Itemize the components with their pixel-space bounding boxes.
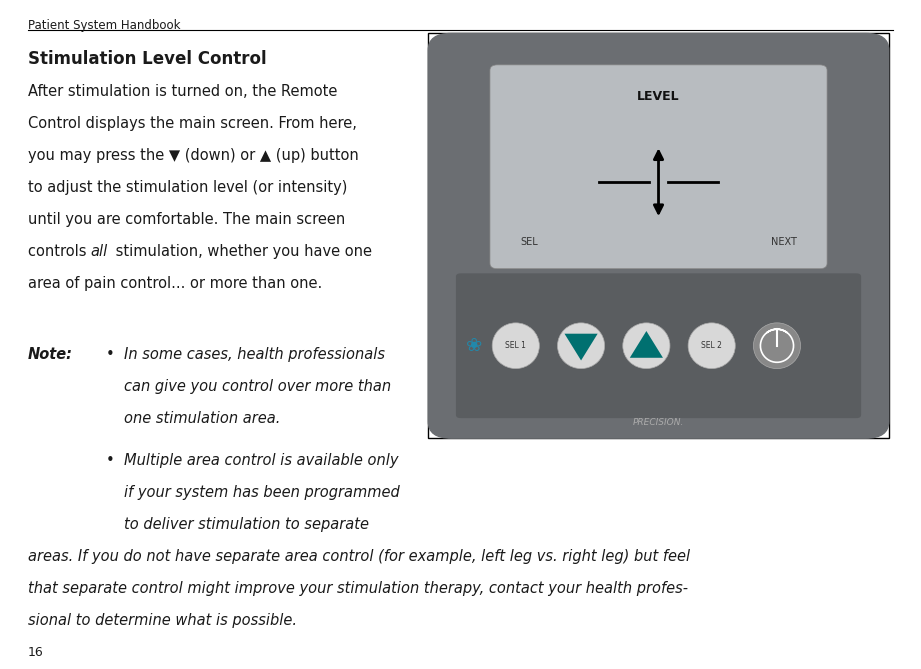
Polygon shape bbox=[630, 331, 663, 358]
Text: Note:: Note: bbox=[28, 347, 73, 362]
Ellipse shape bbox=[623, 323, 670, 369]
Text: SEL 2: SEL 2 bbox=[701, 341, 722, 351]
FancyBboxPatch shape bbox=[428, 33, 889, 438]
Bar bbox=[428, 33, 889, 438]
Text: stimulation, whether you have one: stimulation, whether you have one bbox=[111, 244, 371, 259]
FancyBboxPatch shape bbox=[490, 65, 827, 269]
Text: you may press the ▼ (down) or ▲ (up) button: you may press the ▼ (down) or ▲ (up) but… bbox=[28, 148, 358, 163]
Text: can give you control over more than: can give you control over more than bbox=[124, 379, 391, 394]
Text: After stimulation is turned on, the Remote: After stimulation is turned on, the Remo… bbox=[28, 84, 337, 98]
Text: to deliver stimulation to separate: to deliver stimulation to separate bbox=[124, 517, 369, 532]
Text: Multiple area control is available only: Multiple area control is available only bbox=[124, 453, 399, 468]
Text: Control displays the main screen. From here,: Control displays the main screen. From h… bbox=[28, 116, 356, 130]
Text: Patient System Handbook: Patient System Handbook bbox=[28, 19, 181, 31]
Text: In some cases, health professionals: In some cases, health professionals bbox=[124, 347, 385, 362]
Text: that separate control might improve your stimulation therapy, contact your healt: that separate control might improve your… bbox=[28, 581, 688, 596]
Ellipse shape bbox=[688, 323, 735, 369]
Text: all: all bbox=[90, 244, 108, 259]
Text: SEL 1: SEL 1 bbox=[506, 341, 526, 351]
Text: until you are comfortable. The main screen: until you are comfortable. The main scre… bbox=[28, 212, 344, 227]
Text: one stimulation area.: one stimulation area. bbox=[124, 411, 281, 426]
Text: ❀: ❀ bbox=[466, 337, 483, 355]
Text: •: • bbox=[106, 453, 115, 468]
Text: controls: controls bbox=[28, 244, 91, 259]
Text: LEVEL: LEVEL bbox=[637, 90, 680, 103]
Polygon shape bbox=[565, 334, 598, 361]
Text: areas. If you do not have separate area control (for example, left leg vs. right: areas. If you do not have separate area … bbox=[28, 549, 690, 564]
Text: area of pain control... or more than one.: area of pain control... or more than one… bbox=[28, 276, 321, 291]
Ellipse shape bbox=[492, 323, 540, 369]
FancyBboxPatch shape bbox=[456, 274, 861, 418]
Text: to adjust the stimulation level (or intensity): to adjust the stimulation level (or inte… bbox=[28, 180, 347, 195]
Text: PRECISION.: PRECISION. bbox=[633, 418, 684, 427]
Text: •: • bbox=[106, 347, 115, 362]
Text: sional to determine what is possible.: sional to determine what is possible. bbox=[28, 613, 297, 628]
Text: if your system has been programmed: if your system has been programmed bbox=[124, 485, 400, 500]
Ellipse shape bbox=[753, 323, 800, 369]
Text: 16: 16 bbox=[28, 646, 43, 659]
Text: Stimulation Level Control: Stimulation Level Control bbox=[28, 50, 266, 68]
Text: NEXT: NEXT bbox=[771, 237, 797, 247]
Text: SEL: SEL bbox=[520, 237, 538, 247]
Ellipse shape bbox=[557, 323, 605, 369]
